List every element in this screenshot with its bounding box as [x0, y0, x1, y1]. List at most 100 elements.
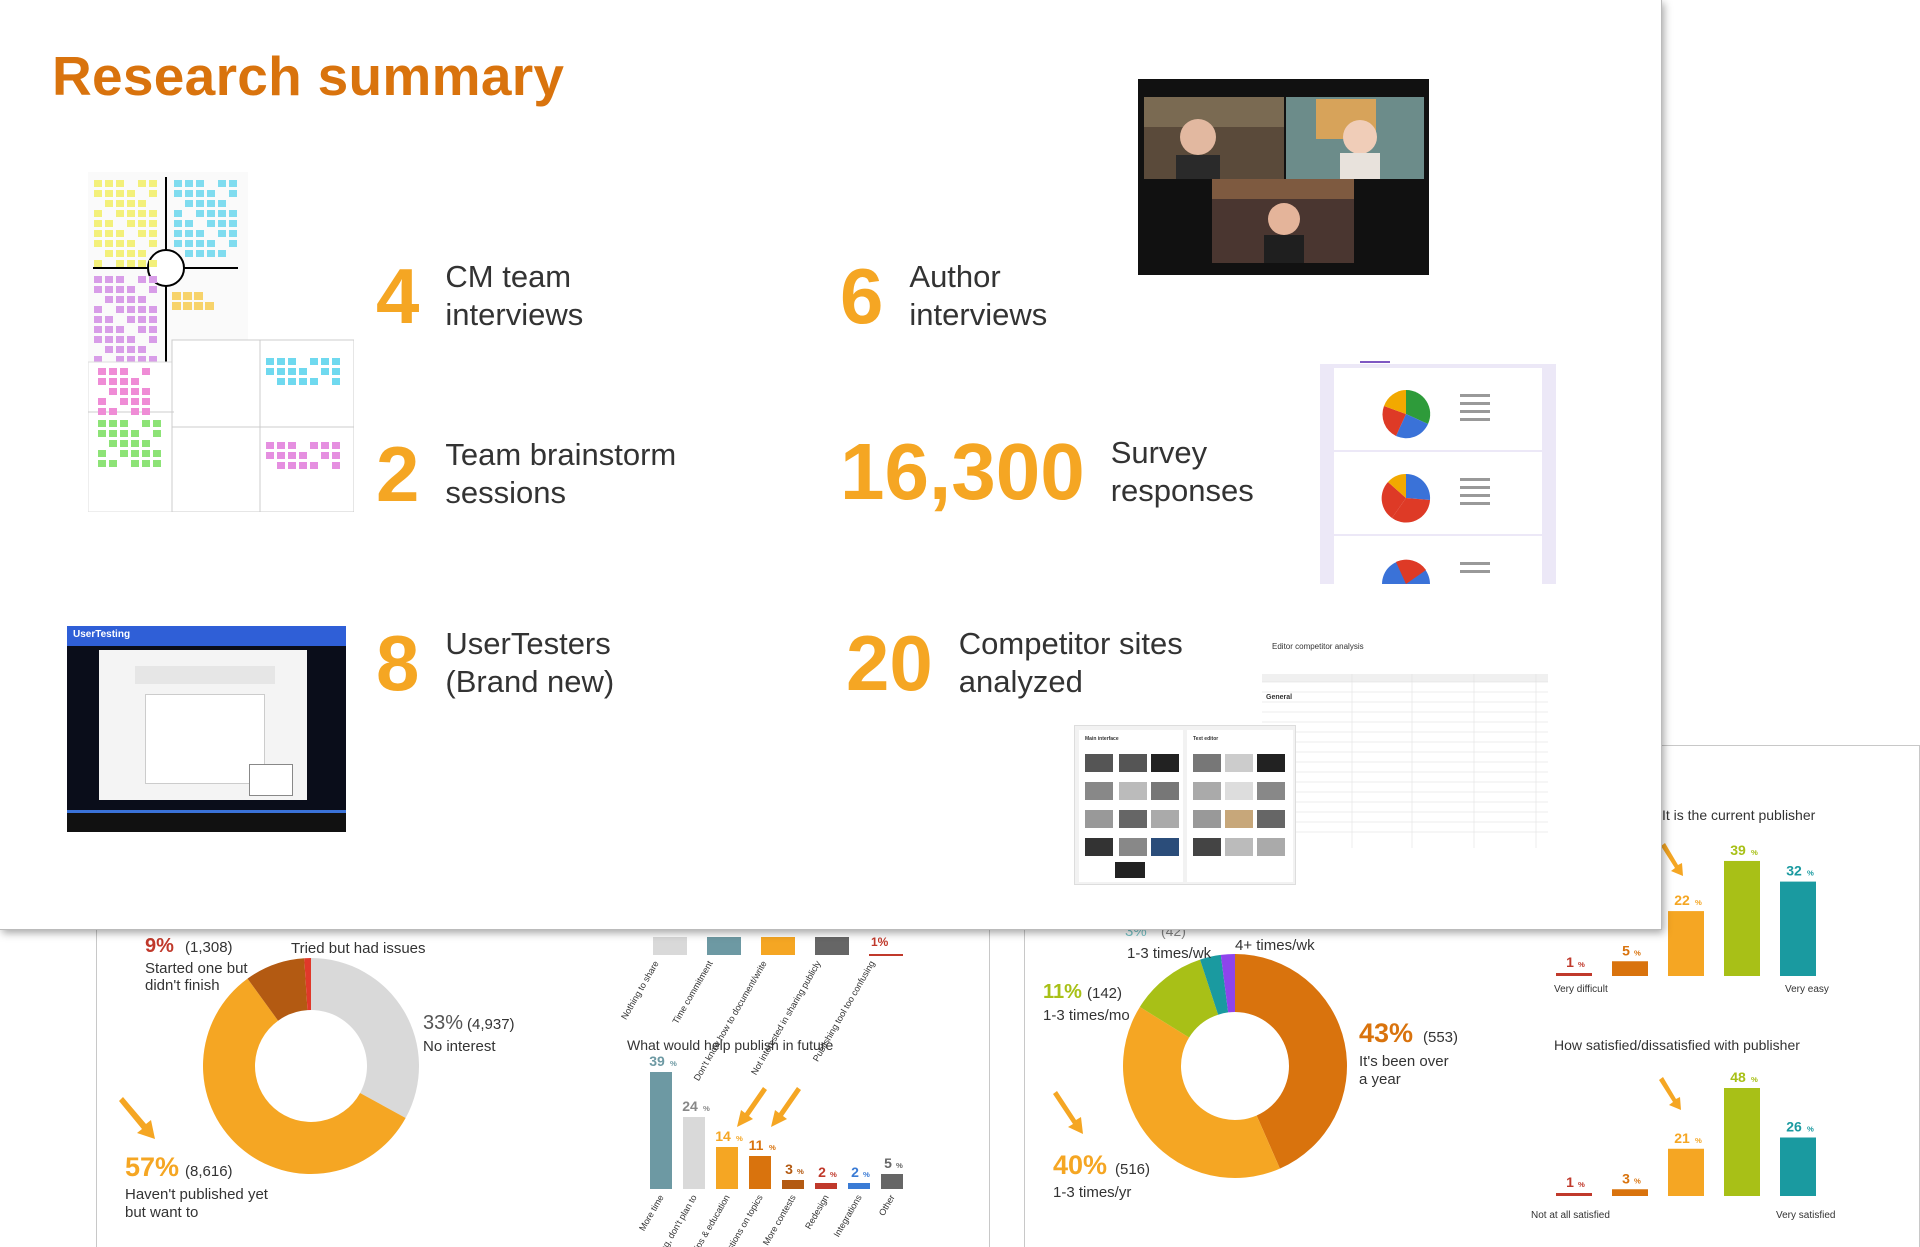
sticky-note: [94, 220, 102, 227]
donut-label-tried: Tried but had issues: [291, 940, 426, 957]
sticky-note: [149, 356, 157, 363]
bar-value: 1: [1566, 1174, 1574, 1190]
sticky-note: [127, 356, 135, 363]
sticky-note: [174, 190, 182, 197]
sticky-note: [218, 180, 226, 187]
bar: [749, 1156, 771, 1189]
donut-label-43-pct: 43%: [1359, 1018, 1413, 1048]
bar-value: 2: [818, 1164, 826, 1180]
sticky-note: [138, 346, 146, 353]
bar-value: 3: [1622, 1170, 1630, 1186]
sticky-note: [105, 250, 113, 257]
donut-label-40-text: 1-3 times/yr: [1053, 1184, 1131, 1201]
sticky-note: [299, 368, 307, 375]
sticky-note: [149, 326, 157, 333]
bar-label: Other: [877, 1193, 897, 1217]
sticky-note: [109, 420, 117, 427]
sticky-note: [138, 230, 146, 237]
sticky-note: [266, 452, 274, 459]
sticky-note: [196, 190, 204, 197]
sticky-note: [138, 200, 146, 207]
bar-value-suffix: %: [1807, 1125, 1814, 1134]
sticky-note: [218, 220, 226, 227]
sticky-note: [105, 346, 113, 353]
sticky-note: [109, 440, 117, 447]
survey-frequency-chart: 3% (42) 1-3 times/wk 4+ times/wk 11% (14…: [1043, 807, 1835, 1221]
bar: [1556, 1193, 1592, 1196]
satisfied-bar-chart: 1% 3 % 21 % 48 % 26%: [1556, 1069, 1816, 1196]
sticky-note: [120, 420, 128, 427]
bar-value: 3: [785, 1161, 793, 1177]
mockup-left-title: Main interface: [1085, 736, 1119, 742]
stat-label-line1: Survey: [1110, 435, 1208, 470]
donut-label-43-line1: It's been over: [1359, 1053, 1449, 1070]
sticky-note: [310, 462, 318, 469]
sticky-note: [299, 378, 307, 385]
sticky-note: [105, 296, 113, 303]
stat-cm-interviews: 4 CM team interviews: [376, 257, 583, 335]
bar: [1612, 1189, 1648, 1196]
sticky-note: [138, 316, 146, 323]
sticky-note: [183, 292, 192, 300]
sticky-note: [98, 398, 106, 405]
donut-label-40-count: (516): [1115, 1161, 1150, 1178]
sticky-note: [127, 286, 135, 293]
usertesting-logo: UserTesting: [73, 629, 131, 640]
donut-label-9-line1: Started one but: [145, 960, 248, 977]
bar-label: More contests: [761, 1193, 798, 1247]
bar-value: 22: [1674, 892, 1690, 908]
bar: [1668, 1148, 1704, 1196]
sticky-note: [131, 460, 139, 467]
bar: [1668, 911, 1704, 976]
sticky-note: [185, 190, 193, 197]
arrow-icon: [1659, 1077, 1681, 1110]
sticky-note: [288, 462, 296, 469]
bar: [1724, 1088, 1760, 1196]
sticky-note: [153, 450, 161, 457]
sticky-note: [310, 442, 318, 449]
sticky-note: [277, 368, 285, 375]
sticky-note: [116, 250, 124, 257]
ease-left-label: Very difficult: [1554, 984, 1608, 995]
donut-label-11-text: 1-3 times/mo: [1043, 1007, 1130, 1024]
sticky-note: [288, 368, 296, 375]
sticky-note: [194, 302, 203, 310]
arrow-icon: [1053, 1091, 1083, 1134]
bar-value-suffix: %: [830, 1170, 837, 1179]
sticky-note: [207, 220, 215, 227]
sticky-note: [131, 378, 139, 385]
sticky-note: [94, 260, 102, 267]
top-bar-label-0: Nothing to share: [619, 959, 661, 1021]
bar-value: 48: [1730, 1069, 1746, 1085]
bar-value: 2: [851, 1164, 859, 1180]
sticky-note: [149, 276, 157, 283]
donut-label-33-count: (4,937): [467, 1016, 515, 1033]
donut-label-43-line2: a year: [1359, 1071, 1401, 1088]
sticky-note: [105, 326, 113, 333]
sticky-note: [229, 230, 237, 237]
sticky-note: [142, 398, 150, 405]
sticky-note: [131, 430, 139, 437]
stat-brainstorm-sessions: 2 Team brainstorm sessions: [376, 435, 676, 513]
sticky-note: [138, 260, 146, 267]
sticky-note: [98, 460, 106, 467]
spreadsheet-title: Editor competitor analysis: [1272, 642, 1364, 651]
sticky-note: [332, 462, 340, 469]
sticky-note: [149, 306, 157, 313]
frequency-donut-chart: [1123, 954, 1347, 1178]
sticky-note: [229, 220, 237, 227]
sticky-note: [127, 306, 135, 313]
sticky-note: [266, 368, 274, 375]
sticky-note: [105, 180, 113, 187]
bar: [683, 1117, 705, 1189]
sticky-note: [131, 450, 139, 457]
sticky-note: [185, 230, 193, 237]
sticky-note: [288, 452, 296, 459]
sticky-note: [321, 442, 329, 449]
sticky-note: [98, 378, 106, 385]
sticky-note: [94, 316, 102, 323]
ease-bar-chart: 1 % 5 % 22 % 39 % 32%: [1556, 842, 1816, 976]
sticky-note: [105, 316, 113, 323]
sticky-note: [138, 180, 146, 187]
sticky-note: [332, 452, 340, 459]
